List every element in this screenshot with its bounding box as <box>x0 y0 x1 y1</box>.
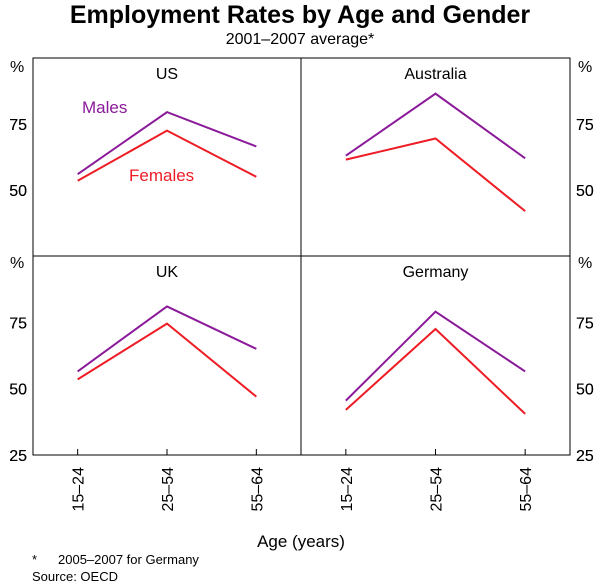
panel-label: Australia <box>404 66 466 83</box>
series-line-females-us <box>77 129 257 182</box>
y-unit-left: % <box>10 255 24 272</box>
panel-label: Germany <box>403 264 469 281</box>
y-tick-label-left: 50 <box>9 382 27 399</box>
y-tick-label-left: 50 <box>9 183 27 200</box>
x-tick-label: 55–64 <box>518 467 535 512</box>
series-line-males-uk <box>77 305 257 373</box>
footnote: * 2005–2007 for Germany <box>32 552 199 568</box>
series-line-males-germany <box>345 310 526 402</box>
footnote-mark: * <box>32 552 38 567</box>
y-tick-label-left: 75 <box>9 117 27 134</box>
chart-title: Employment Rates by Age and Gender <box>69 1 531 29</box>
source-note: Source: OECD <box>32 569 118 584</box>
x-tick-label: 15–24 <box>71 467 88 512</box>
y-tick-label-left: 25 <box>9 448 27 465</box>
y-tick-label-left: 50 <box>9 382 27 399</box>
y-unit-right: % <box>578 255 592 272</box>
series-line-females-australia <box>345 137 526 212</box>
y-tick-label-left: 50 <box>9 183 27 200</box>
y-tick-label-right: 50 <box>576 382 594 399</box>
series-line-females-germany <box>345 327 526 415</box>
y-tick-label-right: 75 <box>576 117 594 134</box>
legend-label-males: Males <box>82 98 127 117</box>
y-tick-label-right: 75 <box>576 315 594 332</box>
y-tick-label-right: 50 <box>576 183 594 200</box>
x-tick-label: 25–54 <box>160 467 177 512</box>
panel-label: UK <box>156 264 179 281</box>
y-tick-label-right: 75 <box>576 315 594 332</box>
series-line-females-uk <box>77 322 257 398</box>
x-tick-label: 15–24 <box>339 467 356 512</box>
series-line-males-us <box>77 110 257 175</box>
panel-series: US Australia UK Germany <box>77 66 526 415</box>
y-tick-label-right: 25 <box>576 448 594 465</box>
y-tick-label-right: 50 <box>576 183 594 200</box>
series-line-males-australia <box>345 92 526 160</box>
y-tick-label-left: 75 <box>9 117 27 134</box>
x-tick-label: 55–64 <box>249 467 266 512</box>
chart-frame <box>32 57 571 456</box>
panel-label: US <box>156 66 178 83</box>
x-tick-label: 25–54 <box>429 467 446 512</box>
footnote-text: 2005–2007 for Germany <box>58 552 199 567</box>
legend-labels: Males Females <box>82 98 194 185</box>
x-axis-title: Age (years) <box>257 532 345 551</box>
y-unit-left: % <box>10 59 24 76</box>
y-tick-label-left: 25 <box>9 448 27 465</box>
y-tick-label-left: 75 <box>9 315 27 332</box>
y-tick-label-left: 75 <box>9 315 27 332</box>
legend-label-females: Females <box>129 166 194 185</box>
y-unit-right: % <box>578 59 592 76</box>
y-tick-label-right: 75 <box>576 117 594 134</box>
y-tick-label-right: 50 <box>576 382 594 399</box>
chart-subtitle: 2001–2007 average* <box>225 31 375 48</box>
y-tick-label-right: 25 <box>576 448 594 465</box>
